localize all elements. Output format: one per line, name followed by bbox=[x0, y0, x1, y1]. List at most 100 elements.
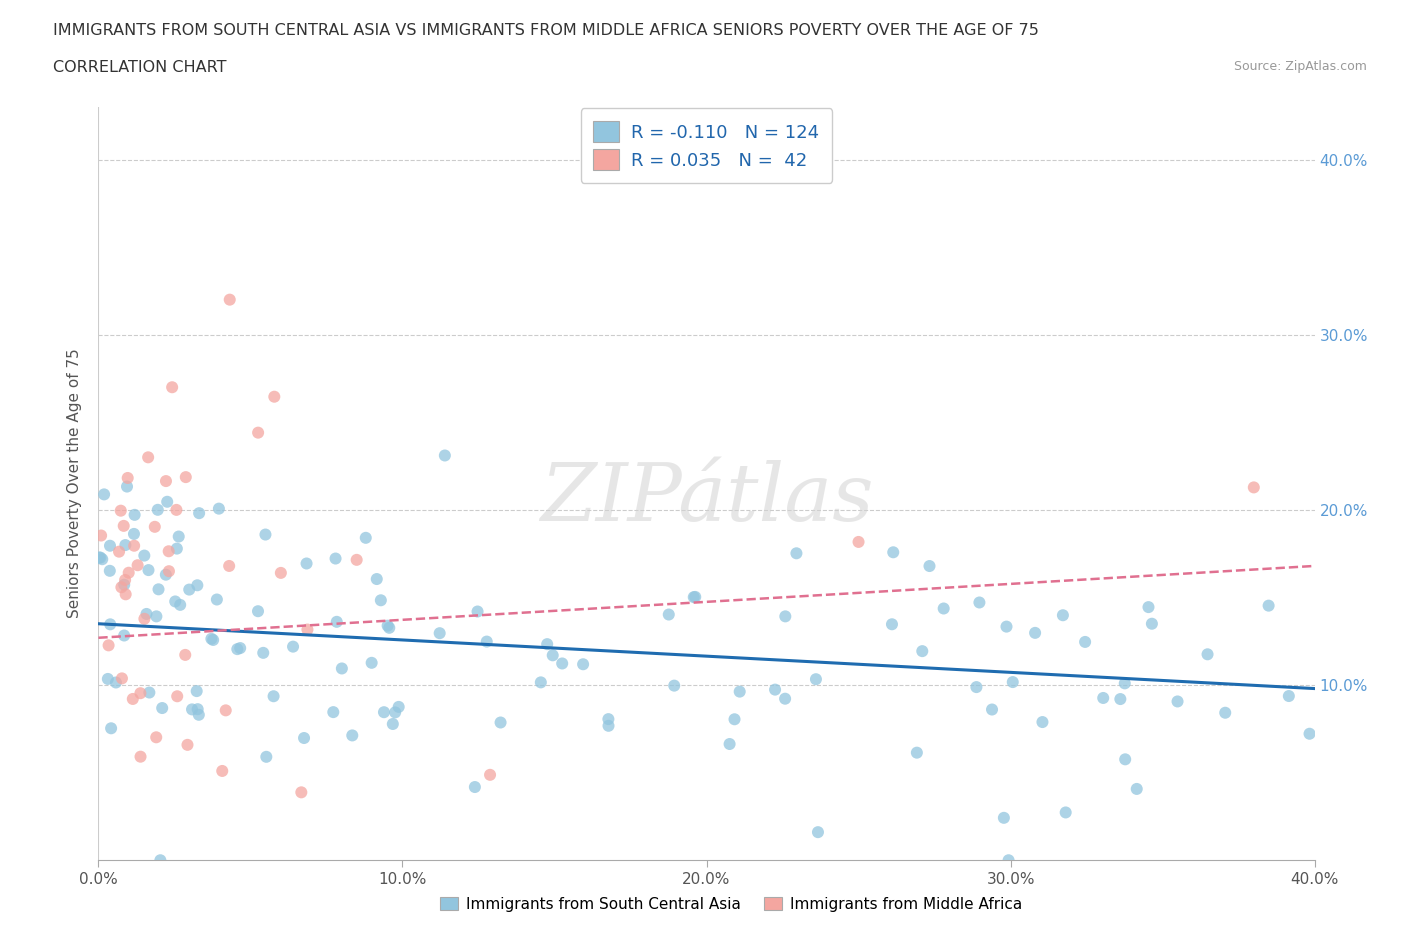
Point bbox=[208, 501, 231, 516]
Point bbox=[115, 479, 138, 494]
Point bbox=[124, 508, 146, 523]
Point bbox=[664, 678, 686, 693]
Point bbox=[98, 564, 121, 578]
Point bbox=[98, 538, 121, 553]
Point bbox=[322, 705, 344, 720]
Point bbox=[1092, 691, 1115, 706]
Point bbox=[176, 737, 198, 752]
Point bbox=[122, 526, 145, 541]
Text: IMMIGRANTS FROM SOUTH CENTRAL ASIA VS IMMIGRANTS FROM MIDDLE AFRICA SENIORS POVE: IMMIGRANTS FROM SOUTH CENTRAL ASIA VS IM… bbox=[53, 23, 1039, 38]
Point bbox=[202, 632, 225, 647]
Point bbox=[290, 785, 312, 800]
Point bbox=[366, 572, 388, 587]
Point bbox=[467, 604, 489, 619]
Point bbox=[1243, 480, 1265, 495]
Point bbox=[138, 563, 160, 578]
Point bbox=[91, 551, 114, 566]
Point bbox=[174, 470, 197, 485]
Point bbox=[683, 590, 706, 604]
Point bbox=[93, 487, 115, 502]
Point bbox=[598, 718, 620, 733]
Point bbox=[143, 519, 166, 534]
Point bbox=[325, 551, 347, 566]
Point bbox=[373, 705, 395, 720]
Point bbox=[1001, 674, 1024, 689]
Point bbox=[155, 567, 177, 582]
Y-axis label: Seniors Poverty Over the Age of 75: Seniors Poverty Over the Age of 75 bbox=[67, 349, 83, 618]
Point bbox=[112, 578, 135, 592]
Point bbox=[1024, 626, 1046, 641]
Point bbox=[346, 552, 368, 567]
Point bbox=[169, 597, 191, 612]
Point bbox=[969, 595, 991, 610]
Point bbox=[121, 692, 143, 707]
Point bbox=[157, 564, 180, 578]
Point bbox=[211, 764, 233, 778]
Point bbox=[1114, 751, 1136, 766]
Point bbox=[993, 810, 1015, 825]
Point bbox=[1074, 634, 1097, 649]
Point bbox=[218, 292, 240, 307]
Point bbox=[114, 587, 136, 602]
Point bbox=[658, 607, 681, 622]
Point bbox=[377, 618, 399, 633]
Point bbox=[429, 626, 451, 641]
Point bbox=[112, 628, 135, 643]
Point bbox=[166, 541, 188, 556]
Point bbox=[1257, 598, 1279, 613]
Point bbox=[148, 582, 170, 597]
Point bbox=[763, 683, 786, 698]
Point bbox=[1125, 781, 1147, 796]
Point bbox=[263, 390, 285, 405]
Point bbox=[807, 825, 830, 840]
Point bbox=[1052, 608, 1074, 623]
Point bbox=[252, 645, 274, 660]
Point bbox=[536, 637, 558, 652]
Point bbox=[326, 615, 349, 630]
Legend: Immigrants from South Central Asia, Immigrants from Middle Africa: Immigrants from South Central Asia, Immi… bbox=[434, 891, 1028, 918]
Point bbox=[804, 671, 827, 686]
Point bbox=[1278, 688, 1301, 703]
Point bbox=[1213, 705, 1236, 720]
Point bbox=[149, 853, 172, 868]
Point bbox=[479, 767, 502, 782]
Point bbox=[108, 544, 131, 559]
Point bbox=[882, 545, 904, 560]
Point bbox=[187, 702, 209, 717]
Point bbox=[145, 609, 167, 624]
Point bbox=[181, 702, 204, 717]
Point bbox=[360, 656, 382, 671]
Point bbox=[104, 675, 127, 690]
Point bbox=[995, 619, 1018, 634]
Text: CORRELATION CHART: CORRELATION CHART bbox=[53, 60, 226, 75]
Point bbox=[134, 548, 156, 563]
Point bbox=[156, 495, 179, 510]
Point bbox=[981, 702, 1004, 717]
Point bbox=[965, 680, 987, 695]
Point bbox=[90, 528, 112, 543]
Point bbox=[218, 559, 240, 574]
Point bbox=[1197, 647, 1219, 662]
Point bbox=[127, 558, 149, 573]
Point bbox=[187, 708, 209, 723]
Point bbox=[186, 684, 208, 698]
Point bbox=[1140, 617, 1163, 631]
Point bbox=[880, 617, 903, 631]
Point bbox=[295, 556, 318, 571]
Point bbox=[270, 565, 292, 580]
Point bbox=[89, 550, 111, 565]
Point bbox=[146, 502, 169, 517]
Point bbox=[263, 689, 285, 704]
Point bbox=[117, 471, 139, 485]
Point bbox=[247, 425, 270, 440]
Point bbox=[297, 622, 319, 637]
Point bbox=[247, 604, 270, 618]
Point bbox=[160, 379, 183, 394]
Point bbox=[129, 750, 152, 764]
Point bbox=[1054, 805, 1077, 820]
Point bbox=[226, 642, 249, 657]
Point bbox=[598, 711, 620, 726]
Point bbox=[138, 685, 160, 700]
Point bbox=[464, 779, 486, 794]
Point bbox=[100, 721, 122, 736]
